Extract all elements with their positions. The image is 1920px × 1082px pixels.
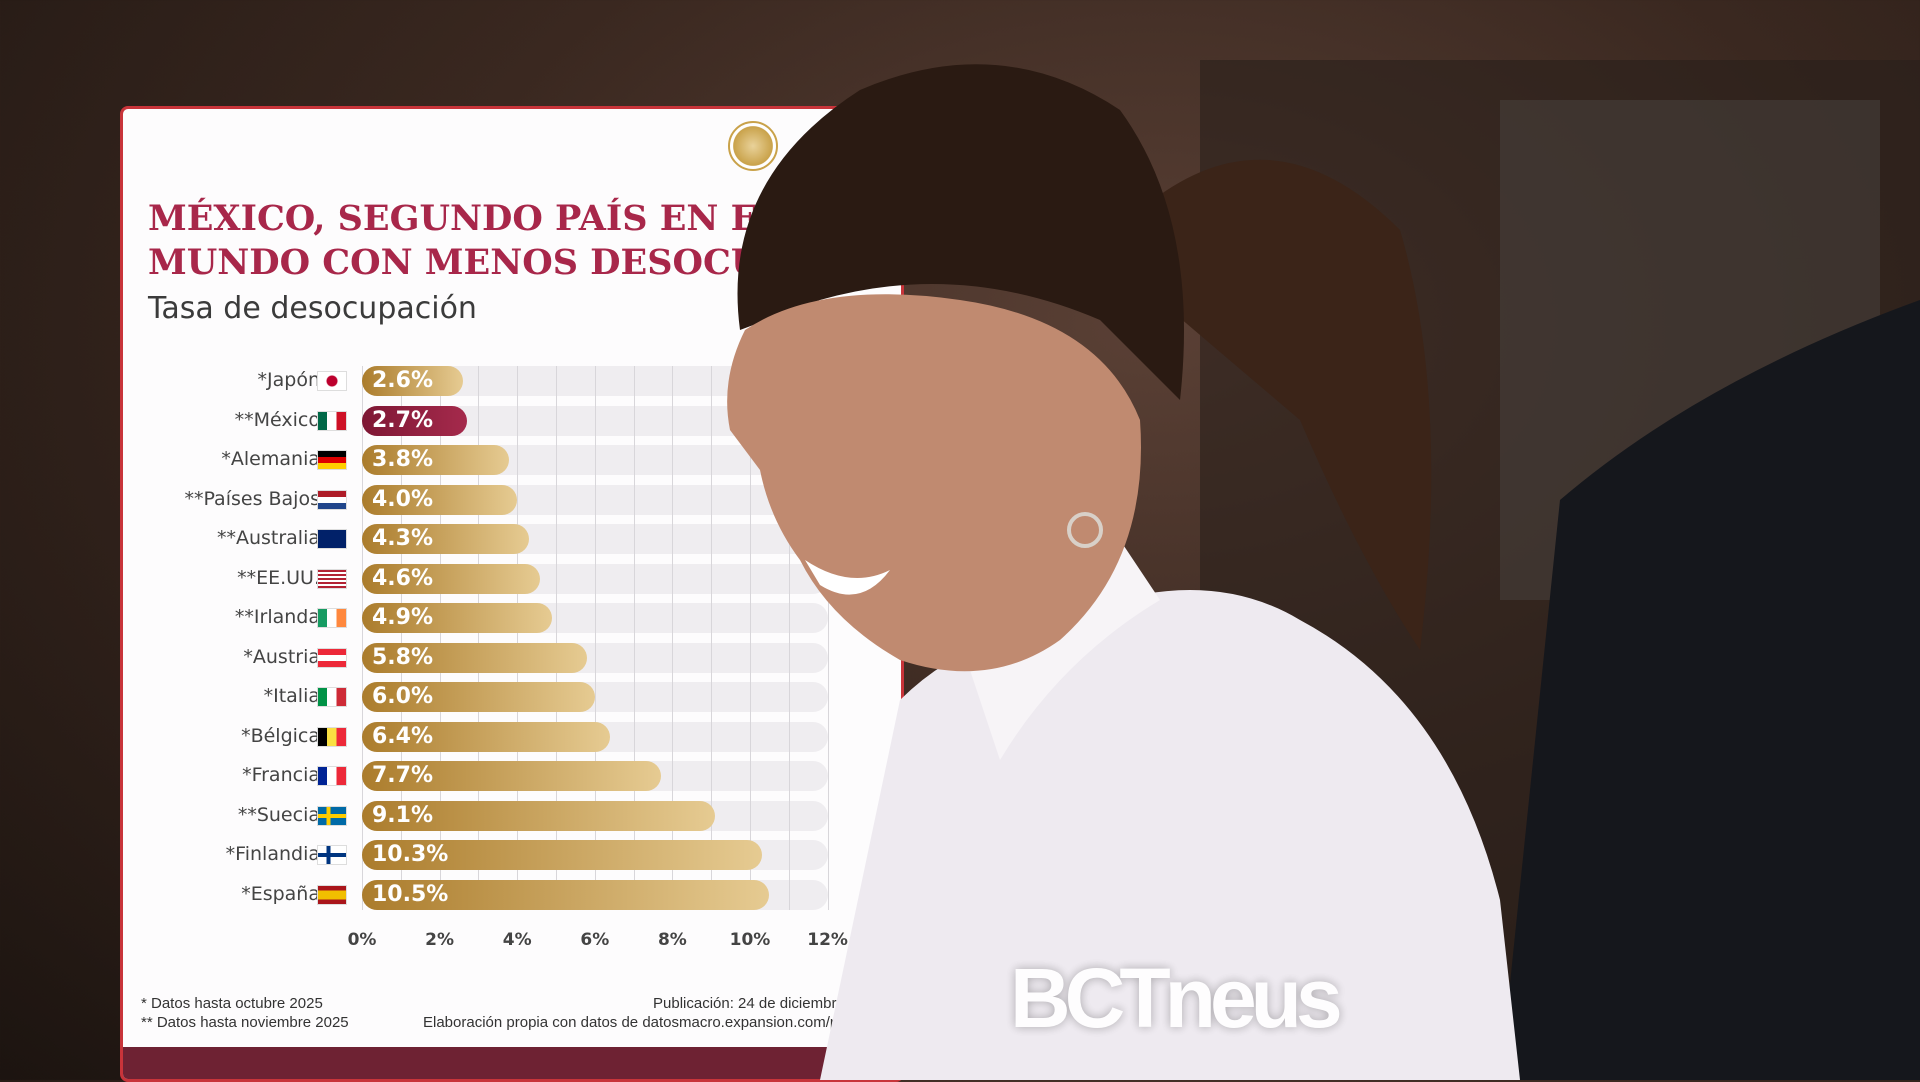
footnote-2: ** Datos hasta noviembre 2025 xyxy=(141,1014,349,1031)
gridline xyxy=(400,366,402,910)
chart-subtitle: Tasa de desocupación xyxy=(148,291,477,326)
country-label: *España xyxy=(241,882,320,905)
gridline xyxy=(517,366,519,910)
country-label: **Australia xyxy=(216,527,320,549)
value-label: 4.3% xyxy=(372,526,434,551)
flag-fr-icon xyxy=(317,766,347,786)
infographic-card: MÉXICO, SEGUNDO PAÍS EN EL MUNDO CON MEN… xyxy=(120,106,904,1082)
card-bottom-band xyxy=(123,1047,901,1079)
flag-it-icon xyxy=(317,687,347,707)
country-label: *Italia xyxy=(263,685,320,707)
value-label: 10.3% xyxy=(372,842,449,867)
country-label: **Irlanda xyxy=(234,606,320,628)
value-label: 2.6% xyxy=(372,368,434,393)
value-label: 7.7% xyxy=(372,763,434,788)
gridline xyxy=(672,366,674,910)
x-tick-label: 6% xyxy=(580,929,610,950)
gridline xyxy=(711,366,713,910)
value-label: 2.7% xyxy=(372,407,434,433)
bar xyxy=(362,840,762,870)
source-note: Elaboración propia con datos de datosmac… xyxy=(423,1014,860,1031)
flag-au-icon xyxy=(317,529,347,549)
x-tick-label: 10% xyxy=(729,929,771,950)
x-tick-label: 2% xyxy=(425,929,455,950)
watermark-logo: BCTneus xyxy=(1010,951,1343,1045)
gridline xyxy=(478,366,480,910)
value-label: 4.9% xyxy=(372,605,434,630)
gridline xyxy=(633,366,635,910)
country-label: **Suecia xyxy=(237,803,320,826)
gridline xyxy=(827,366,829,910)
country-label: *Japón xyxy=(257,369,320,391)
country-label: **Países Bajos xyxy=(184,487,320,510)
flag-us-icon xyxy=(317,568,347,589)
bar xyxy=(362,761,661,791)
bar xyxy=(362,879,770,910)
country-label: *Alemania xyxy=(221,448,320,470)
publication-date: Publicación: 24 de diciembre 2025 xyxy=(653,995,883,1012)
gridline xyxy=(556,366,557,910)
flag-de-icon xyxy=(317,450,347,470)
gridline xyxy=(594,366,596,910)
flag-jp-icon xyxy=(317,371,347,391)
bar xyxy=(362,563,541,594)
bar xyxy=(362,405,467,436)
value-label: 5.8% xyxy=(372,644,434,670)
flag-es-icon xyxy=(317,884,347,905)
country-label: **México xyxy=(234,408,320,431)
x-tick-label: 4% xyxy=(502,929,532,950)
country-label: *Austria xyxy=(243,645,320,668)
gridline xyxy=(362,366,363,910)
country-label: *Finlandia xyxy=(225,843,320,865)
bar xyxy=(362,524,529,554)
footnote-1: * Datos hasta octubre 2025 xyxy=(141,995,323,1012)
gridline xyxy=(750,366,751,910)
bar xyxy=(362,484,518,515)
country-label: *Francia xyxy=(242,764,320,786)
country-label: **EE.UU. xyxy=(237,566,320,589)
flag-at-icon xyxy=(317,647,347,668)
bar xyxy=(362,721,611,752)
bar xyxy=(362,366,463,396)
value-label: 9.1% xyxy=(372,802,434,828)
flag-ie-icon xyxy=(317,608,347,628)
country-label: *Bélgica xyxy=(241,724,320,747)
flag-be-icon xyxy=(317,726,347,747)
bar xyxy=(362,642,588,673)
bar xyxy=(362,682,595,712)
flag-fi-icon xyxy=(317,845,347,865)
flag-mx-icon xyxy=(317,410,347,431)
value-label: 4.6% xyxy=(372,565,434,591)
flag-se-icon xyxy=(317,805,347,826)
value-label: 6.0% xyxy=(372,684,434,709)
bar xyxy=(362,445,510,475)
gridline xyxy=(788,366,790,910)
value-label: 10.5% xyxy=(372,881,449,907)
bar xyxy=(362,800,716,831)
x-tick-label: 8% xyxy=(657,929,687,950)
bar-chart: *Japón 2.6% **México 2.7% *Alemania 3.8% **Paí… xyxy=(123,109,901,1079)
value-label: 4.0% xyxy=(372,486,434,512)
value-label: 3.8% xyxy=(372,447,434,472)
x-tick-label: 0% xyxy=(347,929,377,950)
bar xyxy=(362,603,553,633)
x-tick-label: 12% xyxy=(807,929,848,950)
value-label: 6.4% xyxy=(372,723,434,749)
flag-nl-icon xyxy=(317,489,347,510)
gridline xyxy=(439,366,441,910)
